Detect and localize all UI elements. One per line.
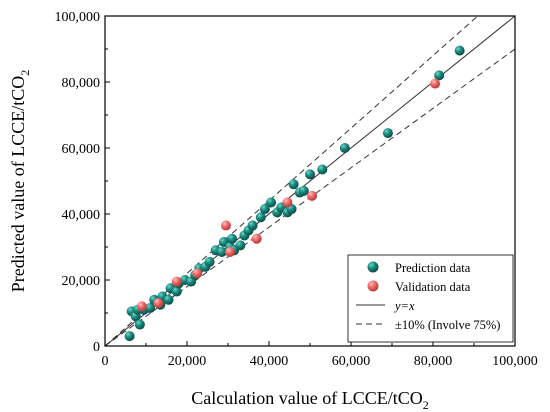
y-tick-label-3: 60,000 (62, 142, 101, 157)
legend-label-band: ±10% (Involve 75%) (395, 318, 500, 332)
validation-data-point-4 (220, 220, 231, 231)
x-tick-label-0: 0 (102, 354, 109, 369)
validation-data-point-2 (171, 276, 182, 287)
legend-label-prediction: Prediction data (395, 261, 471, 275)
validation-data-point-3 (192, 268, 203, 279)
y-tick-label-0: 0 (93, 340, 100, 355)
x-tick-label-1: 20,000 (168, 354, 207, 369)
legend-label-identity: y=x (393, 299, 415, 313)
prediction-data-point-24 (227, 233, 238, 244)
prediction-data-point-40 (305, 169, 315, 180)
validation-data-point-8 (307, 190, 318, 201)
prediction-data-point-10 (163, 294, 174, 305)
prediction-data-point-42 (339, 143, 350, 153)
x-tick-label-3: 60,000 (332, 354, 371, 369)
validation-data-point-0 (136, 301, 147, 312)
validation-data-point-6 (251, 233, 262, 244)
prediction-data-point-41 (317, 164, 328, 175)
y-tick-label-5: 100,000 (55, 10, 101, 25)
y-tick-label-4: 80,000 (62, 76, 101, 91)
prediction-data-point-43 (382, 128, 393, 139)
prediction-data-point-19 (204, 256, 215, 267)
legend: Prediction data Validation data y=x ±10%… (347, 254, 514, 343)
prediction-data-point-37 (288, 179, 299, 190)
x-tick-label-2: 40,000 (250, 354, 289, 369)
validation-data-point-5 (225, 246, 236, 257)
prediction-data-point-3 (134, 319, 145, 330)
prediction-data-point-26 (235, 240, 246, 251)
legend-marker-validation (367, 280, 379, 292)
prediction-data-point-31 (259, 204, 270, 215)
x-axis-title: Calculation value of LCCE/tCO2 (191, 388, 428, 412)
prediction-data-point-30 (255, 212, 266, 223)
prediction-data-point-44 (434, 70, 445, 81)
y-tick-label-1: 20,000 (62, 274, 101, 289)
prediction-data-point-6 (145, 303, 156, 314)
prediction-data-point-0 (124, 331, 135, 342)
data-points (124, 45, 465, 342)
x-tick-label-5: 100,000 (492, 354, 538, 369)
prediction-data-point-39 (298, 185, 309, 196)
x-axis: 0 20,000 40,000 60,000 80,000 100,000 (102, 341, 538, 369)
prediction-data-point-21 (216, 246, 227, 257)
prediction-data-point-32 (266, 197, 277, 208)
prediction-data-point-29 (247, 220, 258, 231)
y-axis-title: Predicted value of LCCE/tCO2 (8, 70, 32, 292)
prediction-data-point-45 (454, 45, 465, 56)
y-tick-label-2: 40,000 (62, 208, 101, 223)
validation-data-point-1 (153, 298, 164, 309)
x-tick-label-4: 80,000 (414, 354, 453, 369)
legend-label-validation: Validation data (395, 280, 471, 294)
legend-marker-prediction (367, 261, 379, 273)
validation-data-point-9 (430, 78, 441, 89)
prediction-data-point-12 (171, 286, 182, 297)
y-axis: 0 20,000 40,000 60,000 80,000 100,000 (55, 10, 110, 355)
validation-data-point-7 (282, 197, 293, 208)
